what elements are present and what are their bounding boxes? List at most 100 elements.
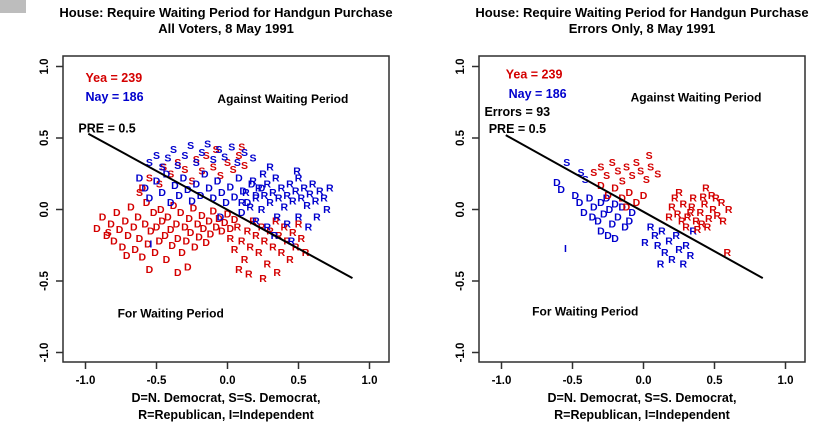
x-tick-label: 1.0: [778, 375, 794, 387]
data-point-letter: D: [252, 190, 260, 202]
data-point-letter: D: [127, 201, 135, 213]
data-point-letter: R: [263, 259, 271, 271]
data-point-letter: R: [278, 183, 286, 195]
y-tick-label: -1.0: [455, 343, 467, 363]
window-corner-artifact: [0, 0, 26, 13]
legend-item: Nay = 186: [509, 87, 567, 101]
data-point-letter: D: [597, 180, 605, 192]
data-point-letter: D: [170, 200, 178, 212]
data-point-letter: R: [661, 247, 669, 259]
data-point-letter: S: [160, 161, 167, 173]
data-point-letter: D: [192, 178, 200, 190]
data-point-letter: R: [674, 208, 682, 220]
data-point-letter: R: [699, 191, 707, 203]
data-point-letter: D: [227, 223, 235, 235]
data-point-letter: D: [171, 180, 179, 192]
x-axis-label-line2: R=Republican, I=Independent: [554, 408, 730, 422]
data-point-letter: R: [272, 216, 280, 228]
data-point-letter: D: [177, 207, 185, 219]
data-point-letter: D: [141, 218, 149, 230]
data-point-letter: R: [725, 204, 733, 216]
data-point-letter: S: [224, 157, 231, 169]
data-point-letter: R: [300, 183, 308, 195]
data-point-letter: R: [246, 201, 254, 213]
data-point-letter: R: [273, 267, 281, 279]
data-point-letter: R: [702, 183, 710, 195]
data-point-letter: D: [136, 233, 144, 245]
data-point-letter: R: [679, 198, 687, 210]
data-point-letter: D: [215, 213, 223, 225]
data-point-letter: R: [672, 230, 680, 242]
data-point-letter: S: [633, 157, 640, 169]
data-point-letter: D: [147, 226, 155, 238]
data-point-letter: S: [164, 153, 171, 165]
data-point-letter: D: [103, 230, 111, 242]
data-point-letter: D: [580, 207, 588, 219]
data-point-letter: S: [221, 151, 228, 163]
data-point-letter: R: [320, 193, 328, 205]
data-point-letter: R: [701, 198, 709, 210]
data-point-letter: R: [286, 254, 294, 266]
y-tick-label: 0.5: [39, 129, 51, 146]
data-point-letter: R: [326, 183, 334, 195]
data-point-letter: D: [153, 221, 161, 233]
data-point-letter: S: [241, 160, 248, 172]
data-point-letter: I: [564, 243, 567, 255]
data-point-letter: S: [210, 154, 217, 166]
x-tick-label: 0.0: [636, 375, 652, 387]
data-point-letter: R: [675, 187, 683, 199]
x-tick-label: 0.5: [291, 375, 308, 387]
data-point-letter: D: [188, 196, 196, 208]
data-point-letter: S: [646, 150, 653, 162]
data-point-letter: R: [316, 186, 324, 198]
data-point-letter: R: [698, 218, 706, 230]
y-tick-label: 1.0: [455, 59, 467, 75]
data-point-letter: R: [249, 176, 257, 188]
data-point-letter: S: [181, 150, 188, 162]
y-tick-label: 0.0: [455, 202, 467, 218]
x-tick-label: 0.5: [707, 375, 724, 387]
data-point-letter: R: [688, 201, 696, 213]
scatter-plot-svg: -1.0 -0.5 0.0 0.5 1.0-1.0-0.50.00.51.0DDDDDD…: [39, 55, 390, 387]
data-point-letter: D: [136, 173, 144, 185]
data-point-letter: S: [188, 176, 195, 188]
data-point-letter: R: [719, 216, 727, 228]
data-point-letter: R: [269, 187, 277, 199]
x-axis-label: D=N. Democrat, S=S. Democrat, R=Republic…: [452, 390, 832, 424]
data-point-letter: R: [309, 178, 317, 190]
data-point-letter: R: [245, 269, 253, 281]
data-point-letter: S: [187, 140, 194, 152]
data-point-letter: D: [146, 193, 154, 205]
data-point-letter: R: [675, 244, 683, 256]
data-point-letter: R: [641, 237, 649, 249]
data-point-letter: D: [181, 221, 189, 233]
data-point-letter: R: [269, 241, 277, 253]
legend-item: Yea = 239: [86, 71, 143, 85]
data-point-letter: D: [628, 207, 636, 219]
x-tick-label: 0.0: [220, 375, 236, 387]
data-point-letter: S: [250, 153, 257, 165]
data-point-letter: D: [606, 204, 614, 216]
data-point-letter: D: [93, 223, 101, 235]
legend-item: PRE = 0.5: [78, 121, 135, 135]
data-point-letter: D: [150, 207, 158, 219]
data-point-letter: S: [174, 157, 181, 169]
x-tick-label: 1.0: [362, 375, 378, 387]
data-point-letter: D: [626, 187, 634, 199]
data-point-letter: R: [246, 241, 254, 253]
data-point-letter: D: [623, 201, 631, 213]
data-point-letter: D: [116, 224, 124, 236]
data-point-letter: D: [180, 173, 188, 185]
data-point-letter: R: [289, 227, 297, 239]
data-point-letter: R: [258, 204, 266, 216]
data-point-letter: D: [175, 190, 183, 202]
data-point-letter: S: [159, 161, 166, 173]
data-point-letter: D: [195, 231, 203, 243]
legend-item: Yea = 239: [506, 68, 563, 82]
data-point-letter: R: [275, 193, 283, 205]
data-point-letter: R: [678, 216, 686, 228]
data-point-letter: S: [563, 157, 570, 169]
data-point-letter: S: [174, 160, 181, 172]
plot-all-voters: House: Require Waiting Period for Handgu…: [39, 5, 393, 422]
chart-subtitle: Errors Only, 8 May 1991: [568, 21, 716, 36]
